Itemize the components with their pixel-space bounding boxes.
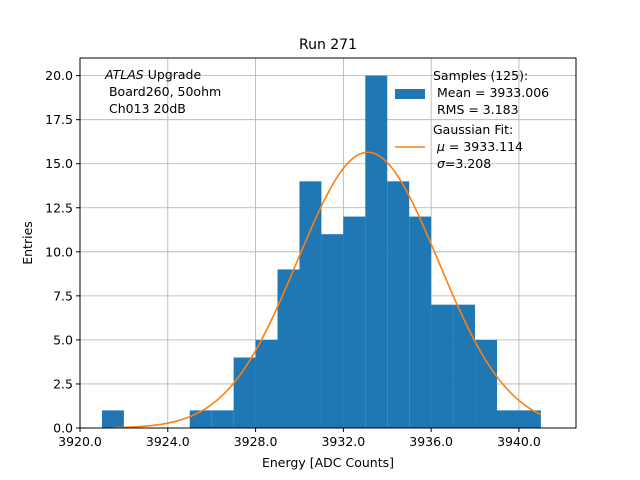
histogram-bar	[299, 181, 322, 428]
plot-frame	[79, 57, 577, 429]
x-axis-label: Energy [ADC Counts]	[262, 455, 394, 470]
histogram-bar	[343, 216, 366, 428]
histogram-bar	[189, 410, 212, 428]
histogram-bar	[518, 410, 541, 428]
x-tick-label: 3940.0	[497, 434, 541, 449]
legend: Samples (125): Mean = 3933.006 RMS = 3.1…	[395, 68, 549, 171]
histogram-bar	[211, 410, 234, 428]
histogram-bar	[321, 234, 344, 428]
legend-fit-mu-symbol: μ	[436, 139, 445, 154]
y-tick-label: 15.0	[45, 156, 73, 171]
upgrade-label: Upgrade	[144, 67, 202, 82]
histogram-bar	[365, 75, 388, 428]
histogram-bar	[475, 339, 497, 428]
histogram-bar	[496, 410, 519, 428]
histogram-bar	[453, 304, 476, 428]
x-tick-label: 3920.0	[58, 434, 102, 449]
histogram-bar	[277, 269, 300, 428]
histogram-bar	[387, 181, 410, 428]
y-tick-label: 10.0	[45, 244, 73, 259]
legend-samples-rms: RMS = 3.183	[433, 102, 519, 117]
channel-label: Ch013 20dB	[105, 101, 186, 116]
svg-text:σ=3.208: σ=3.208	[433, 156, 491, 171]
y-axis-ticks: 0.0 2.5 5.0 7.5 10.0 12.5 15.0 17.5 20.0	[45, 68, 80, 436]
x-tick-label: 3932.0	[321, 434, 365, 449]
x-tick-label: 3924.0	[146, 434, 190, 449]
x-tick-label: 3936.0	[409, 434, 453, 449]
legend-samples-mean: Mean = 3933.006	[433, 85, 549, 100]
atlas-label: ATLAS	[104, 67, 144, 82]
x-axis-ticks: 3920.0 3924.0 3928.0 3932.0 3936.0 3940.0	[58, 428, 541, 449]
histogram-bars	[101, 75, 541, 428]
svg-text:ATLAS Upgrade: ATLAS Upgrade	[104, 67, 201, 82]
y-tick-label: 17.5	[45, 112, 73, 127]
y-tick-label: 12.5	[45, 200, 73, 215]
histogram-bar	[431, 304, 454, 428]
histogram-bar	[101, 410, 124, 428]
gaussian-fit-curve	[112, 151, 542, 429]
y-tick-label: 0.0	[53, 421, 73, 436]
y-tick-label: 5.0	[53, 332, 73, 347]
y-tick-label: 20.0	[45, 68, 73, 83]
legend-fit-line1: Gaussian Fit:	[433, 122, 513, 137]
chart-title: Run 271	[299, 37, 357, 53]
board-label: Board260, 50ohm	[105, 84, 221, 99]
y-tick-label: 7.5	[53, 288, 73, 303]
legend-fit-sigma-value: =3.208	[445, 156, 491, 171]
y-axis-label: Entries	[20, 221, 35, 265]
x-tick-label: 3928.0	[234, 434, 278, 449]
atlas-annotation: ATLAS Upgrade Board260, 50ohm Ch013 20dB	[104, 67, 221, 116]
legend-samples-swatch	[395, 89, 425, 99]
svg-text:μ = 3933.114: μ = 3933.114	[433, 139, 523, 154]
histogram-bar	[409, 216, 432, 428]
legend-fit-mu-value: = 3933.114	[445, 139, 523, 154]
histogram-bar	[255, 339, 278, 428]
legend-fit-sigma-symbol: σ	[437, 156, 446, 171]
legend-samples-line1: Samples (125):	[433, 68, 528, 83]
y-tick-label: 2.5	[53, 376, 73, 391]
